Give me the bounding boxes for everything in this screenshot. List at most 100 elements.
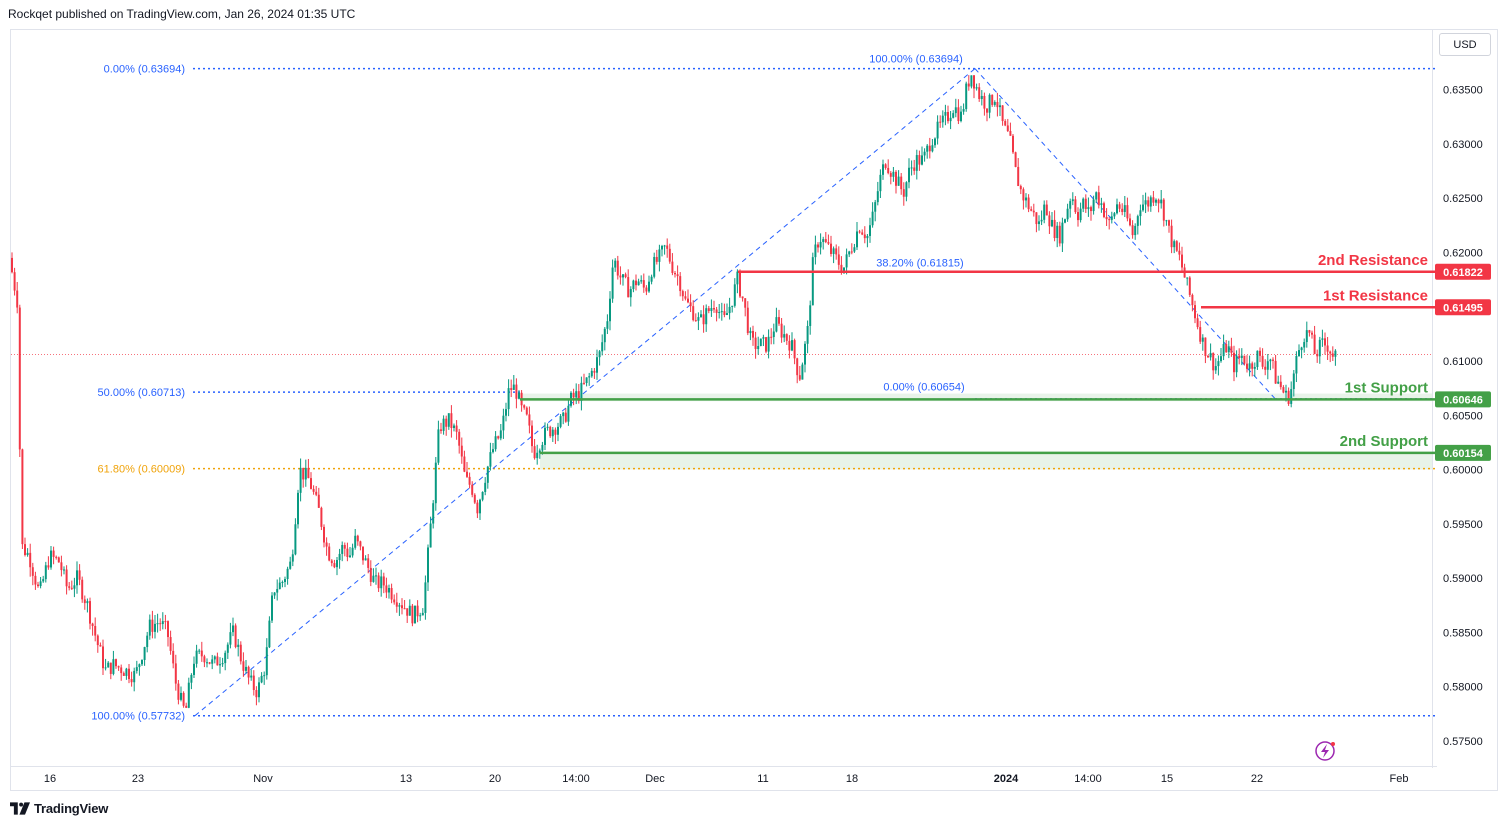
candle-body bbox=[978, 87, 981, 99]
candle-body bbox=[749, 330, 752, 334]
candle-body bbox=[343, 544, 346, 549]
candle-body bbox=[1290, 389, 1293, 404]
candle-body bbox=[598, 351, 601, 358]
candle-body bbox=[247, 666, 250, 678]
candle-body bbox=[661, 245, 663, 250]
fib-label-50-percent: 50.00% (0.60713) bbox=[98, 387, 185, 399]
candle-body bbox=[544, 427, 546, 445]
2nd-support-label: 2nd Support bbox=[1340, 433, 1428, 450]
candle-body bbox=[879, 174, 882, 192]
candle-body bbox=[1285, 390, 1287, 393]
time-axis[interactable]: 16 23 Nov 13 20 14:00 Dec 11 18 2024 14:00 15 22 Feb bbox=[44, 773, 1409, 785]
candle-body bbox=[902, 189, 905, 197]
candle-body bbox=[109, 662, 112, 674]
candle-body bbox=[83, 599, 86, 604]
candle-body bbox=[325, 542, 328, 547]
candle-body bbox=[138, 664, 141, 668]
candle-body bbox=[125, 668, 128, 676]
candle-body bbox=[609, 298, 611, 322]
candle-body bbox=[115, 659, 117, 667]
candle-body bbox=[1191, 294, 1194, 306]
candle-body bbox=[317, 494, 320, 508]
candle-body bbox=[702, 314, 705, 325]
candle-body bbox=[1274, 360, 1277, 384]
candle-body bbox=[759, 338, 762, 347]
candle-body bbox=[265, 647, 268, 676]
candle-body bbox=[471, 484, 474, 495]
candle-body bbox=[281, 581, 284, 583]
candle-body bbox=[323, 526, 325, 543]
candle-body bbox=[380, 576, 383, 589]
candle-body bbox=[718, 312, 721, 314]
candle-body bbox=[1162, 199, 1165, 221]
candle-body bbox=[887, 167, 890, 174]
candle-body bbox=[858, 231, 861, 233]
candle-body bbox=[1266, 361, 1269, 370]
candle-body bbox=[271, 595, 273, 621]
candle-body bbox=[1256, 350, 1259, 367]
candle-body bbox=[411, 605, 414, 624]
candle-body bbox=[276, 589, 279, 593]
candle-body bbox=[242, 661, 245, 671]
candle-body bbox=[1105, 216, 1108, 220]
candle-body bbox=[518, 392, 520, 399]
candle-body bbox=[187, 682, 190, 708]
currency-button[interactable]: USD bbox=[1439, 33, 1491, 56]
price-tick-label: 0.61000 bbox=[1443, 356, 1483, 368]
candle-body bbox=[463, 456, 466, 472]
candle-body bbox=[523, 405, 526, 408]
candle-body bbox=[676, 274, 679, 277]
candle-body bbox=[1014, 152, 1017, 167]
candle-body bbox=[1251, 363, 1254, 369]
candle-body bbox=[804, 343, 806, 365]
candle-body bbox=[642, 280, 645, 288]
candle-body bbox=[455, 425, 458, 432]
candle-body bbox=[94, 625, 97, 636]
candle-body bbox=[37, 584, 39, 587]
candle-body bbox=[141, 659, 143, 665]
candle-body bbox=[939, 121, 942, 123]
candle-body bbox=[1279, 381, 1282, 388]
candle-body bbox=[1321, 338, 1324, 340]
candle-body bbox=[102, 646, 104, 669]
candle-body bbox=[91, 623, 94, 626]
price-axis[interactable]: 0.635000.630000.625000.620000.615000.610… bbox=[1443, 85, 1483, 748]
candle-body bbox=[798, 375, 801, 380]
candle-body bbox=[390, 588, 393, 600]
candle-body bbox=[882, 164, 884, 175]
candle-body bbox=[1157, 199, 1160, 204]
candle-body bbox=[86, 601, 89, 604]
candle-body bbox=[1168, 220, 1170, 226]
candle-body bbox=[884, 164, 887, 168]
candlestick-series bbox=[11, 75, 1337, 709]
candle-body bbox=[135, 667, 138, 671]
price-tick-label: 0.58500 bbox=[1443, 627, 1483, 639]
candle-body bbox=[962, 109, 965, 112]
candle-body bbox=[304, 467, 307, 480]
candle-body bbox=[1025, 197, 1027, 201]
candle-body bbox=[975, 87, 978, 89]
candle-body bbox=[333, 563, 336, 568]
candle-body bbox=[645, 287, 648, 292]
lightning-icon[interactable] bbox=[1315, 741, 1335, 761]
fib-label-38-2-percent: 38.20% (0.61815) bbox=[876, 258, 963, 270]
candle-body bbox=[1259, 350, 1261, 356]
candle-body bbox=[299, 467, 302, 493]
candle-body bbox=[1170, 225, 1173, 248]
fib-label-top-100-percent: 100.00% (0.63694) bbox=[869, 54, 963, 66]
candle-body bbox=[822, 239, 825, 242]
candle-body bbox=[611, 267, 614, 299]
candle-body bbox=[128, 668, 130, 680]
candle-body bbox=[775, 317, 778, 332]
fib-label-61-8-percent: 61.80% (0.60009) bbox=[98, 464, 185, 476]
candle-body bbox=[211, 659, 214, 664]
candle-body bbox=[250, 675, 253, 678]
candle-body bbox=[216, 656, 219, 666]
candle-body bbox=[541, 444, 544, 451]
candle-body bbox=[1217, 361, 1220, 367]
candle-body bbox=[1204, 337, 1207, 356]
candle-body bbox=[577, 391, 580, 401]
candle-body bbox=[1116, 204, 1118, 214]
candle-body bbox=[1316, 353, 1319, 357]
